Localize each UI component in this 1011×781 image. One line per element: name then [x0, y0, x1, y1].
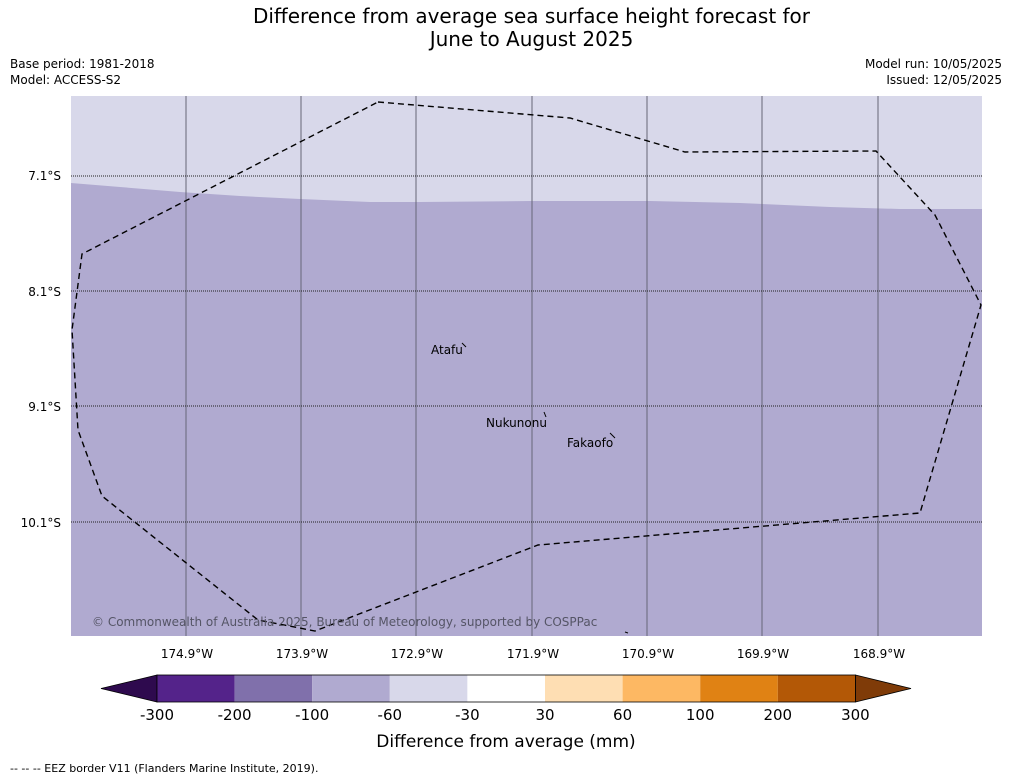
- colorbar-tick-label: -100: [295, 706, 329, 724]
- eez-footnote: -- -- -- EEZ border V11 (Flanders Marine…: [10, 762, 319, 775]
- lon-label: 170.9°W: [622, 647, 674, 661]
- colorbar-segment: [777, 675, 856, 702]
- lat-label: 7.1°S: [28, 169, 61, 183]
- lat-label: 10.1°S: [21, 516, 61, 530]
- issued-date: Issued: 12/05/2025: [886, 73, 1002, 87]
- colorbar-segment: [157, 675, 235, 702]
- colorbar-tick-label: -30: [455, 706, 480, 724]
- colorbar-segment: [467, 675, 545, 702]
- model-name: Model: ACCESS-S2: [10, 73, 122, 87]
- colorbar-tick-label: 300: [841, 706, 870, 724]
- colorbar-segment: [622, 675, 701, 702]
- colorbar-tick-label: 30: [535, 706, 554, 724]
- eez-border: [71, 101, 982, 632]
- islands: [461, 342, 629, 634]
- lon-label: 172.9°W: [391, 647, 443, 661]
- lon-label: 169.9°W: [737, 647, 789, 661]
- colorbar: -300 -200 -100 -60 -30 30 60 100 200 300: [100, 674, 912, 724]
- lon-label: 173.9°W: [276, 647, 328, 661]
- place-label-fakaofo: Fakaofo: [567, 436, 613, 450]
- copyright-notice: © Commonwealth of Australia 2025, Bureau…: [92, 615, 597, 629]
- lat-label: 9.1°S: [28, 400, 61, 414]
- lon-label: 168.9°W: [853, 647, 905, 661]
- colorbar-segment: [234, 675, 313, 702]
- chart-title: Difference from average sea surface heig…: [0, 5, 1011, 51]
- map-figure: Atafu Nukunonu Fakaofo © Commonwealth of…: [21, 96, 982, 752]
- map-fill-light-band: [71, 96, 982, 209]
- colorbar-segment: [700, 675, 778, 702]
- map-panel: [71, 96, 982, 636]
- colorbar-segment: [312, 675, 390, 702]
- small-island: [624, 631, 629, 634]
- atafu-island: [461, 342, 467, 348]
- model-run: Model run: 10/05/2025: [864, 57, 1002, 71]
- colorbar-extend-low: [100, 674, 158, 703]
- colorbar-tick-label: -300: [140, 706, 174, 724]
- place-label-atafu: Atafu: [431, 343, 463, 357]
- longitude-gridlines: [185, 96, 879, 636]
- place-label-nukunonu: Nukunonu: [486, 416, 547, 430]
- colorbar-segment: [389, 675, 468, 702]
- colorbar-tick-label: -60: [378, 706, 403, 724]
- meta-left: Base period: 1981-2018 Model: ACCESS-S2: [10, 56, 155, 88]
- colorbar-tick-label: 200: [763, 706, 792, 724]
- lat-label: 8.1°S: [28, 285, 61, 299]
- colorbar-label: Difference from average (mm): [376, 732, 635, 752]
- colorbar-segment: [545, 675, 623, 702]
- lon-label: 171.9°W: [507, 647, 559, 661]
- fakaofo-island: [609, 432, 616, 439]
- lon-label: 174.9°W: [161, 647, 213, 661]
- colorbar-tick-label: 60: [613, 706, 632, 724]
- nukunonu-island: [543, 411, 547, 418]
- title-line-2: June to August 2025: [429, 27, 634, 51]
- colorbar-extend-high: [855, 674, 912, 703]
- base-period: Base period: 1981-2018: [10, 57, 155, 71]
- title-line-1: Difference from average sea surface heig…: [252, 4, 811, 28]
- colorbar-tick-label: 100: [686, 706, 715, 724]
- colorbar-outline: [156, 674, 856, 703]
- meta-right: Model run: 10/05/2025 Issued: 12/05/2025: [865, 56, 1002, 88]
- colorbar-tick-label: -200: [218, 706, 252, 724]
